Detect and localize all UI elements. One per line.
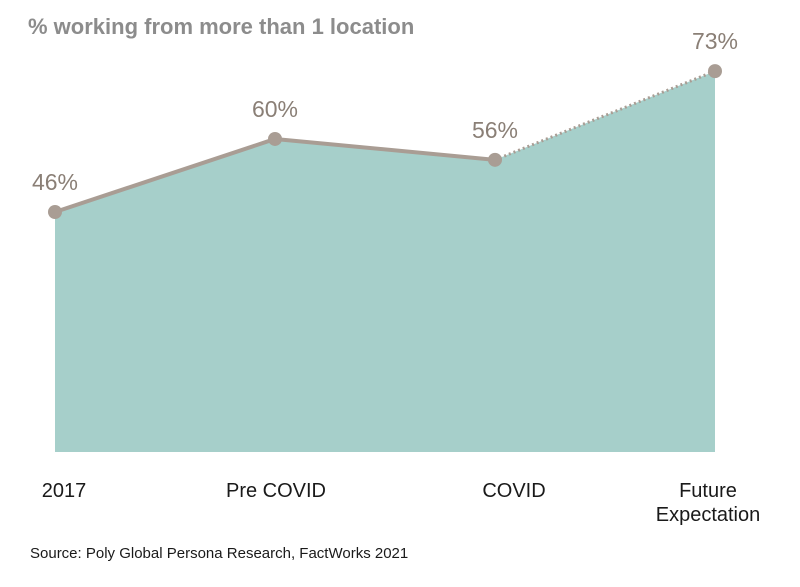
line-segment [53, 136, 277, 214]
data-label: 56% [472, 117, 518, 143]
data-label: 60% [252, 96, 298, 122]
data-label: 73% [692, 28, 738, 54]
data-point [488, 152, 502, 167]
x-axis-labels: 2017 Pre COVID COVID Future Expectation [42, 480, 761, 526]
point-layer [48, 64, 722, 219]
data-point [48, 205, 62, 219]
category-label: COVID [482, 480, 545, 502]
line-segment [273, 136, 497, 162]
area-layer [55, 71, 715, 452]
data-point [708, 64, 722, 79]
chart-title: % working from more than 1 location [28, 14, 415, 39]
area-fill [55, 71, 715, 452]
line-layer [53, 69, 716, 214]
category-label: Pre COVID [226, 480, 326, 502]
label-layer: 46% 60% 56% 73% [32, 28, 738, 195]
data-label: 46% [32, 169, 78, 195]
category-label: 2017 [42, 480, 87, 502]
category-label: Future Expectation [656, 480, 761, 526]
source-note: Source: Poly Global Persona Research, Fa… [30, 545, 409, 562]
data-point [268, 131, 282, 146]
